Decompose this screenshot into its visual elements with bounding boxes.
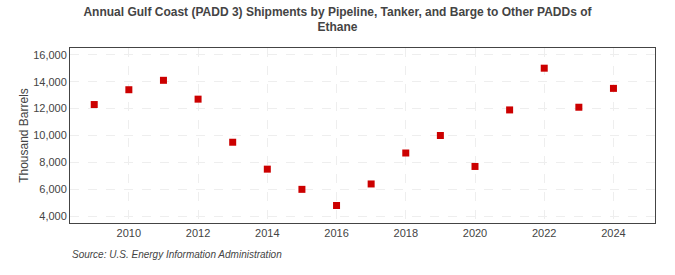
svg-text:2022: 2022 — [532, 227, 556, 239]
svg-text:2012: 2012 — [186, 227, 210, 239]
svg-text:Annual Gulf Coast (PADD 3) Shi: Annual Gulf Coast (PADD 3) Shipments by … — [83, 5, 592, 35]
svg-text:10,000: 10,000 — [33, 129, 67, 141]
svg-text:14,000: 14,000 — [33, 76, 67, 88]
svg-text:8,000: 8,000 — [39, 156, 67, 168]
svg-text:2014: 2014 — [255, 227, 279, 239]
svg-text:2016: 2016 — [324, 227, 348, 239]
svg-text:16,000: 16,000 — [33, 49, 67, 61]
svg-text:Thousand Barrels: Thousand Barrels — [17, 88, 31, 183]
svg-text:2020: 2020 — [463, 227, 487, 239]
svg-text:Source: U.S. Energy Informatio: Source: U.S. Energy Information Administ… — [72, 249, 282, 260]
svg-text:12,000: 12,000 — [33, 102, 67, 114]
svg-text:6,000: 6,000 — [39, 183, 67, 195]
svg-text:4,000: 4,000 — [39, 210, 67, 222]
svg-text:2010: 2010 — [117, 227, 141, 239]
svg-text:2024: 2024 — [601, 227, 625, 239]
svg-text:2018: 2018 — [394, 227, 418, 239]
